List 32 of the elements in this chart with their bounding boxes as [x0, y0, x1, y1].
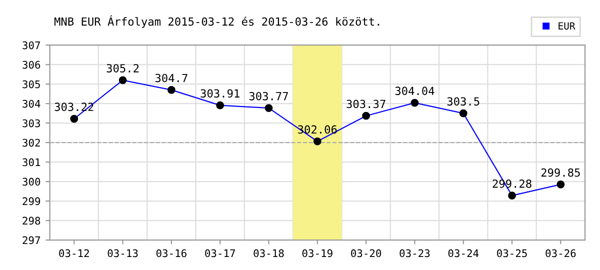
data-label: 303.77	[249, 92, 288, 100]
x-tick-label: 03-17	[205, 249, 235, 258]
y-tick-label: 302	[22, 138, 40, 147]
y-tick-label: 303	[22, 119, 40, 128]
y-tick-label: 306	[22, 60, 40, 69]
x-tick-label: 03-23	[400, 249, 430, 258]
legend-label: EUR	[558, 22, 576, 30]
chart-title: MNB EUR Árfolyam 2015-03-12 és 2015-03-26 között.	[54, 15, 380, 28]
x-tick-label: 03-24	[448, 249, 479, 258]
y-tick-label: 305	[22, 80, 40, 88]
x-tick-label: 03-20	[351, 249, 382, 258]
y-tick-label: 299	[22, 197, 40, 206]
x-tick-label: 03-19	[302, 249, 332, 258]
x-tick-label: 03-13	[108, 249, 138, 258]
y-tick-label: 301	[22, 158, 40, 166]
data-label: 303.5	[447, 97, 480, 106]
x-tick-label: 03-25	[497, 249, 527, 258]
x-tick-label: 03-18	[254, 249, 284, 258]
data-label: 303.37	[346, 100, 386, 108]
data-label: 305.2	[106, 64, 139, 72]
x-tick-label: 03-16	[156, 249, 186, 258]
y-tick-label: 304	[22, 100, 40, 108]
data-label: 304.04	[395, 86, 434, 96]
y-tick-label: 297	[22, 236, 40, 244]
y-tick-label: 307	[22, 41, 40, 50]
x-tick-label: 03-26	[546, 249, 576, 258]
data-label: 304.7	[155, 74, 188, 82]
data-label: 303.91	[200, 89, 240, 98]
y-tick-label: 298	[22, 216, 40, 225]
data-label: 299.85	[541, 168, 580, 177]
y-tick-label: 300	[22, 178, 40, 186]
x-tick-label: 03-12	[59, 249, 89, 258]
